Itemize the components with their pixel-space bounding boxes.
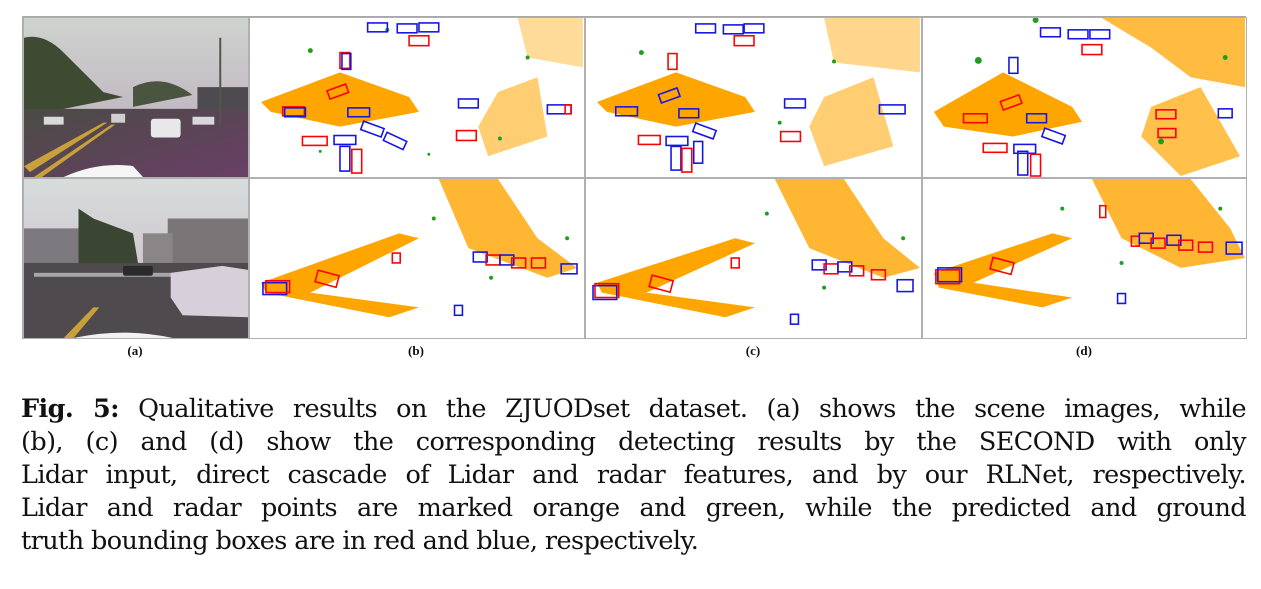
caption-line-5: truth bounding boxes are in red and blue… (21, 526, 699, 556)
figure-caption: Fig. 5: Qualitative results on the ZJUOD… (21, 393, 1247, 558)
lidar-bev-b-row1 (249, 17, 585, 178)
caption-line-1: Fig. 5: Qualitative results on the ZJUOD… (21, 394, 1247, 424)
figure-grid (22, 16, 1247, 339)
panel-label-c: (c) (745, 343, 761, 358)
lidar-bev-c-row2 (585, 178, 922, 339)
caption-line-4: Lidar and radar points are marked orange… (21, 493, 1247, 523)
caption-line-3: Lidar input, direct cascade of Lidar and… (21, 460, 1247, 490)
figure-number: Fig. 5: (21, 394, 120, 424)
lidar-bev-b-row2 (249, 178, 585, 339)
panel-label-b: (b) (408, 343, 424, 358)
lidar-bev-c-row1 (585, 17, 922, 178)
lidar-bev-d-row1 (922, 17, 1247, 178)
lidar-bev-d-row2 (922, 178, 1247, 339)
panel-label-a: (a) (127, 343, 143, 358)
panel-label-d: (d) (1076, 343, 1092, 358)
scene-image-row1 (23, 17, 249, 178)
caption-line-2: (b), (c) and (d) show the corresponding … (21, 427, 1247, 457)
scene-image-row2 (23, 178, 249, 339)
